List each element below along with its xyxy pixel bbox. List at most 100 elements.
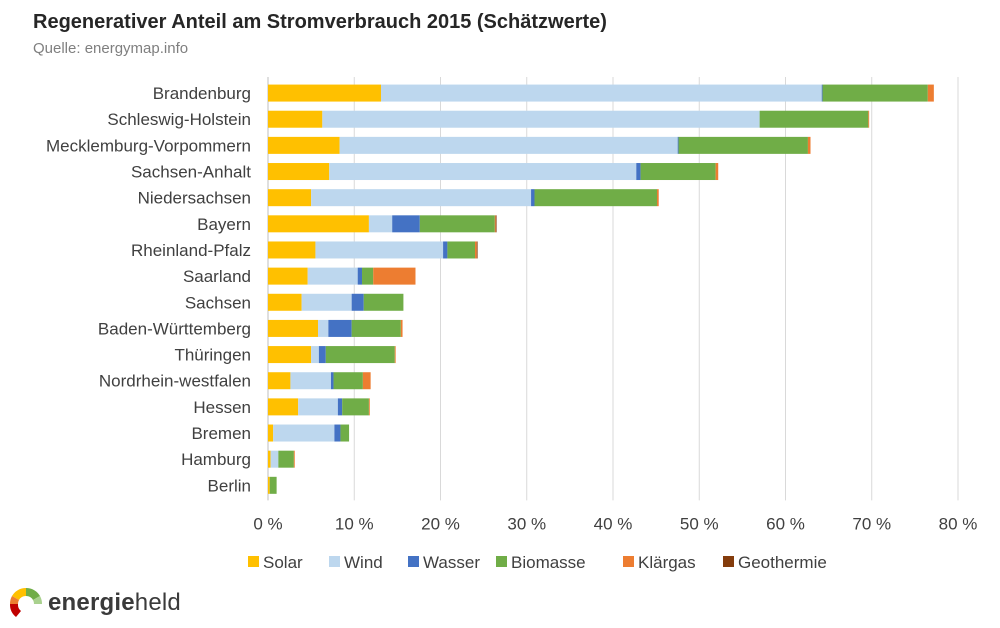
bar-segment bbox=[268, 267, 308, 285]
legend-label: Klärgas bbox=[638, 553, 696, 572]
legend-swatch bbox=[723, 556, 734, 567]
bar-segment bbox=[278, 450, 294, 468]
bar-segment bbox=[759, 110, 869, 128]
bar-segment bbox=[678, 136, 808, 154]
bar-segment bbox=[868, 110, 870, 128]
legend-label: Solar bbox=[263, 553, 303, 572]
bar-segment bbox=[822, 84, 928, 102]
bar-segment bbox=[807, 136, 811, 154]
legend-swatch bbox=[623, 556, 634, 567]
x-tick-label: 0 % bbox=[253, 514, 282, 533]
legend-label: Wasser bbox=[423, 553, 480, 572]
bar-segment bbox=[270, 450, 279, 468]
bar-segment bbox=[392, 215, 420, 233]
legend-swatch bbox=[248, 556, 259, 567]
bar-segment bbox=[342, 398, 369, 416]
bar-segment bbox=[821, 84, 823, 102]
bar-segment bbox=[443, 241, 448, 259]
bar-segment bbox=[268, 136, 340, 154]
x-tick-label: 50 % bbox=[680, 514, 719, 533]
bar-segment bbox=[636, 163, 641, 181]
bar-segment bbox=[311, 346, 319, 364]
legend-swatch bbox=[408, 556, 419, 567]
x-tick-label: 30 % bbox=[507, 514, 546, 533]
bar-segment bbox=[400, 319, 403, 337]
bar-segment bbox=[531, 189, 535, 207]
category-label: Hessen bbox=[193, 398, 251, 417]
legend-swatch bbox=[496, 556, 507, 567]
bar-segment bbox=[330, 372, 334, 390]
category-label: Schleswig-Holstein bbox=[107, 110, 251, 129]
bar-segment bbox=[715, 163, 719, 181]
bar-segment bbox=[268, 215, 369, 233]
bar-segment bbox=[298, 398, 338, 416]
bar-segment bbox=[268, 372, 291, 390]
x-tick-label: 60 % bbox=[766, 514, 805, 533]
x-tick-label: 70 % bbox=[852, 514, 891, 533]
bar-segment bbox=[268, 110, 323, 128]
bar-segment bbox=[534, 189, 657, 207]
bar-segment bbox=[362, 372, 371, 390]
bar-segment bbox=[268, 293, 302, 311]
bar-segment bbox=[333, 372, 363, 390]
bar-segment bbox=[494, 215, 496, 233]
energieheld-logo-text: energieheld bbox=[48, 589, 181, 617]
bar-segment bbox=[362, 267, 374, 285]
bar-segment bbox=[373, 267, 416, 285]
bar-segment bbox=[380, 84, 822, 102]
bar-segment bbox=[268, 241, 316, 259]
bar-segment bbox=[927, 84, 934, 102]
bar-segment bbox=[476, 241, 478, 259]
bar-segment bbox=[640, 163, 716, 181]
x-tick-label: 20 % bbox=[421, 514, 460, 533]
bar-segment bbox=[268, 424, 274, 442]
bar-segment bbox=[340, 424, 350, 442]
bar-segment bbox=[337, 398, 343, 416]
bar-segment bbox=[268, 398, 299, 416]
bar-segment bbox=[656, 189, 659, 207]
bar-segment bbox=[329, 163, 637, 181]
chart-subtitle: Quelle: energymap.info bbox=[33, 40, 189, 57]
bar-segment bbox=[268, 476, 270, 494]
bar-segment bbox=[268, 346, 312, 364]
category-label: Baden-Württemberg bbox=[98, 319, 251, 338]
bar-segment bbox=[677, 136, 679, 154]
bar-segment bbox=[268, 163, 330, 181]
bar-segment bbox=[268, 450, 271, 468]
category-label: Berlin bbox=[208, 476, 251, 495]
legend-label: Wind bbox=[344, 553, 383, 572]
x-tick-label: 40 % bbox=[594, 514, 633, 533]
bar-segment bbox=[318, 319, 329, 337]
category-label: Rheinland-Pfalz bbox=[131, 241, 251, 260]
x-tick-label: 10 % bbox=[335, 514, 374, 533]
category-label: Brandenburg bbox=[153, 84, 251, 103]
bar-segment bbox=[269, 476, 277, 494]
category-label: Nordrhein-westfalen bbox=[99, 372, 251, 391]
category-label: Hamburg bbox=[181, 450, 251, 469]
bar-segment bbox=[351, 293, 364, 311]
category-label: Sachsen-Anhalt bbox=[131, 163, 251, 182]
category-label: Saarland bbox=[183, 267, 251, 286]
bar-segment bbox=[447, 241, 475, 259]
category-label: Niedersachsen bbox=[138, 189, 251, 208]
bar-segment bbox=[368, 398, 370, 416]
bar-segment bbox=[339, 136, 678, 154]
bar-segment bbox=[357, 267, 363, 285]
x-tick-label: 80 % bbox=[939, 514, 978, 533]
legend-label: Biomasse bbox=[511, 553, 586, 572]
bar-segment bbox=[475, 241, 477, 259]
category-label: Bayern bbox=[197, 215, 251, 234]
bar-segment bbox=[307, 267, 358, 285]
bar-segment bbox=[368, 215, 393, 233]
bar-segment bbox=[495, 215, 497, 233]
bar-segment bbox=[293, 450, 295, 468]
logo-brand-light: held bbox=[134, 589, 181, 616]
category-label: Mecklemburg-Vorpommern bbox=[46, 136, 251, 155]
legend-label: Geothermie bbox=[738, 553, 827, 572]
legend-swatch bbox=[329, 556, 340, 567]
logo-brand-bold: energie bbox=[48, 589, 135, 616]
category-label: Bremen bbox=[191, 424, 251, 443]
bar-segment bbox=[363, 293, 404, 311]
bar-segment bbox=[318, 346, 326, 364]
